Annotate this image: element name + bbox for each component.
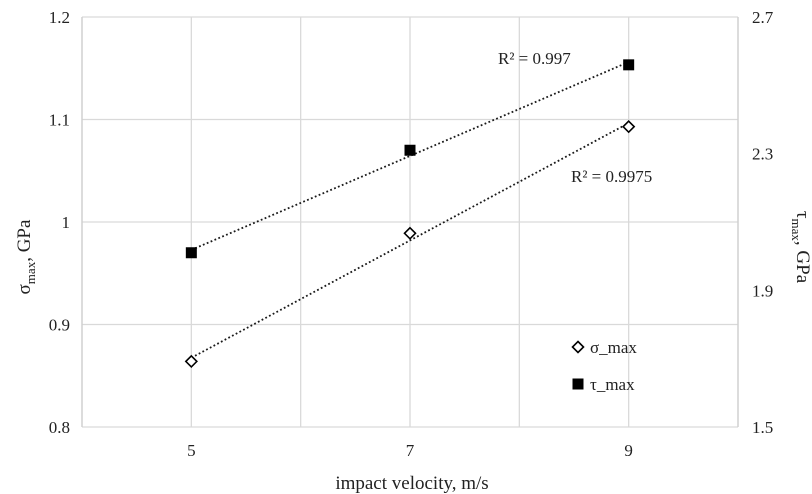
y-left-label-main: σ bbox=[14, 284, 35, 294]
tau-max-point bbox=[623, 59, 635, 71]
tau-max-point bbox=[404, 144, 416, 156]
tick-labels: 5 7 9 0.8 0.9 1 1.1 1.2 1.5 1.9 2.3 2.7 bbox=[49, 8, 774, 460]
gridlines bbox=[81, 16, 739, 428]
legend: σ_max τ_max bbox=[571, 338, 637, 394]
y-left-tick-label: 0.8 bbox=[49, 418, 70, 437]
y-left-tick-label: 1 bbox=[62, 213, 71, 232]
y-right-label-sub: max bbox=[789, 219, 804, 242]
sigma-max-point bbox=[622, 120, 636, 134]
y-left-label-sub: max bbox=[23, 261, 38, 284]
legend-square-icon bbox=[572, 378, 584, 390]
y-right-tick-label: 1.9 bbox=[752, 281, 773, 300]
legend-label-tau-max: τ_max bbox=[590, 375, 635, 394]
tau-max-point bbox=[185, 247, 197, 259]
y-right-tick-label: 2.7 bbox=[752, 8, 774, 27]
x-tick-label: 9 bbox=[624, 441, 633, 460]
data-points bbox=[184, 59, 636, 369]
y-right-tick-label: 2.3 bbox=[752, 145, 773, 164]
trendline-sigma-max bbox=[190, 122, 630, 359]
legend-label-sigma-max: σ_max bbox=[590, 338, 637, 357]
x-axis-label: impact velocity, m/s bbox=[335, 473, 488, 494]
r2-label-tau-max: R² = 0.997 bbox=[498, 49, 571, 68]
y-axis-label-left: σmax, GPa bbox=[14, 219, 38, 294]
y-left-tick-label: 1.1 bbox=[49, 111, 70, 130]
y-axis-label-right: τmax, GPa bbox=[789, 211, 812, 284]
y-left-tick-label: 0.9 bbox=[49, 316, 70, 335]
sigma-max-point bbox=[403, 226, 417, 240]
y-right-tick-label: 1.5 bbox=[752, 418, 773, 437]
x-tick-label: 5 bbox=[187, 441, 196, 460]
y-right-label-unit: , GPa bbox=[792, 241, 812, 284]
legend-diamond-icon bbox=[571, 340, 585, 354]
y-left-label-unit: , GPa bbox=[14, 219, 35, 262]
sigma-max-point bbox=[184, 354, 198, 369]
legend-marker-sigma-max bbox=[571, 340, 585, 354]
trendlines bbox=[190, 61, 630, 359]
x-tick-label: 7 bbox=[406, 441, 415, 460]
r2-label-sigma-max: R² = 0.9975 bbox=[571, 167, 652, 186]
legend-marker-tau-max bbox=[572, 378, 584, 390]
y-right-label-main: τ bbox=[792, 211, 812, 219]
y-left-tick-label: 1.2 bbox=[49, 8, 70, 27]
